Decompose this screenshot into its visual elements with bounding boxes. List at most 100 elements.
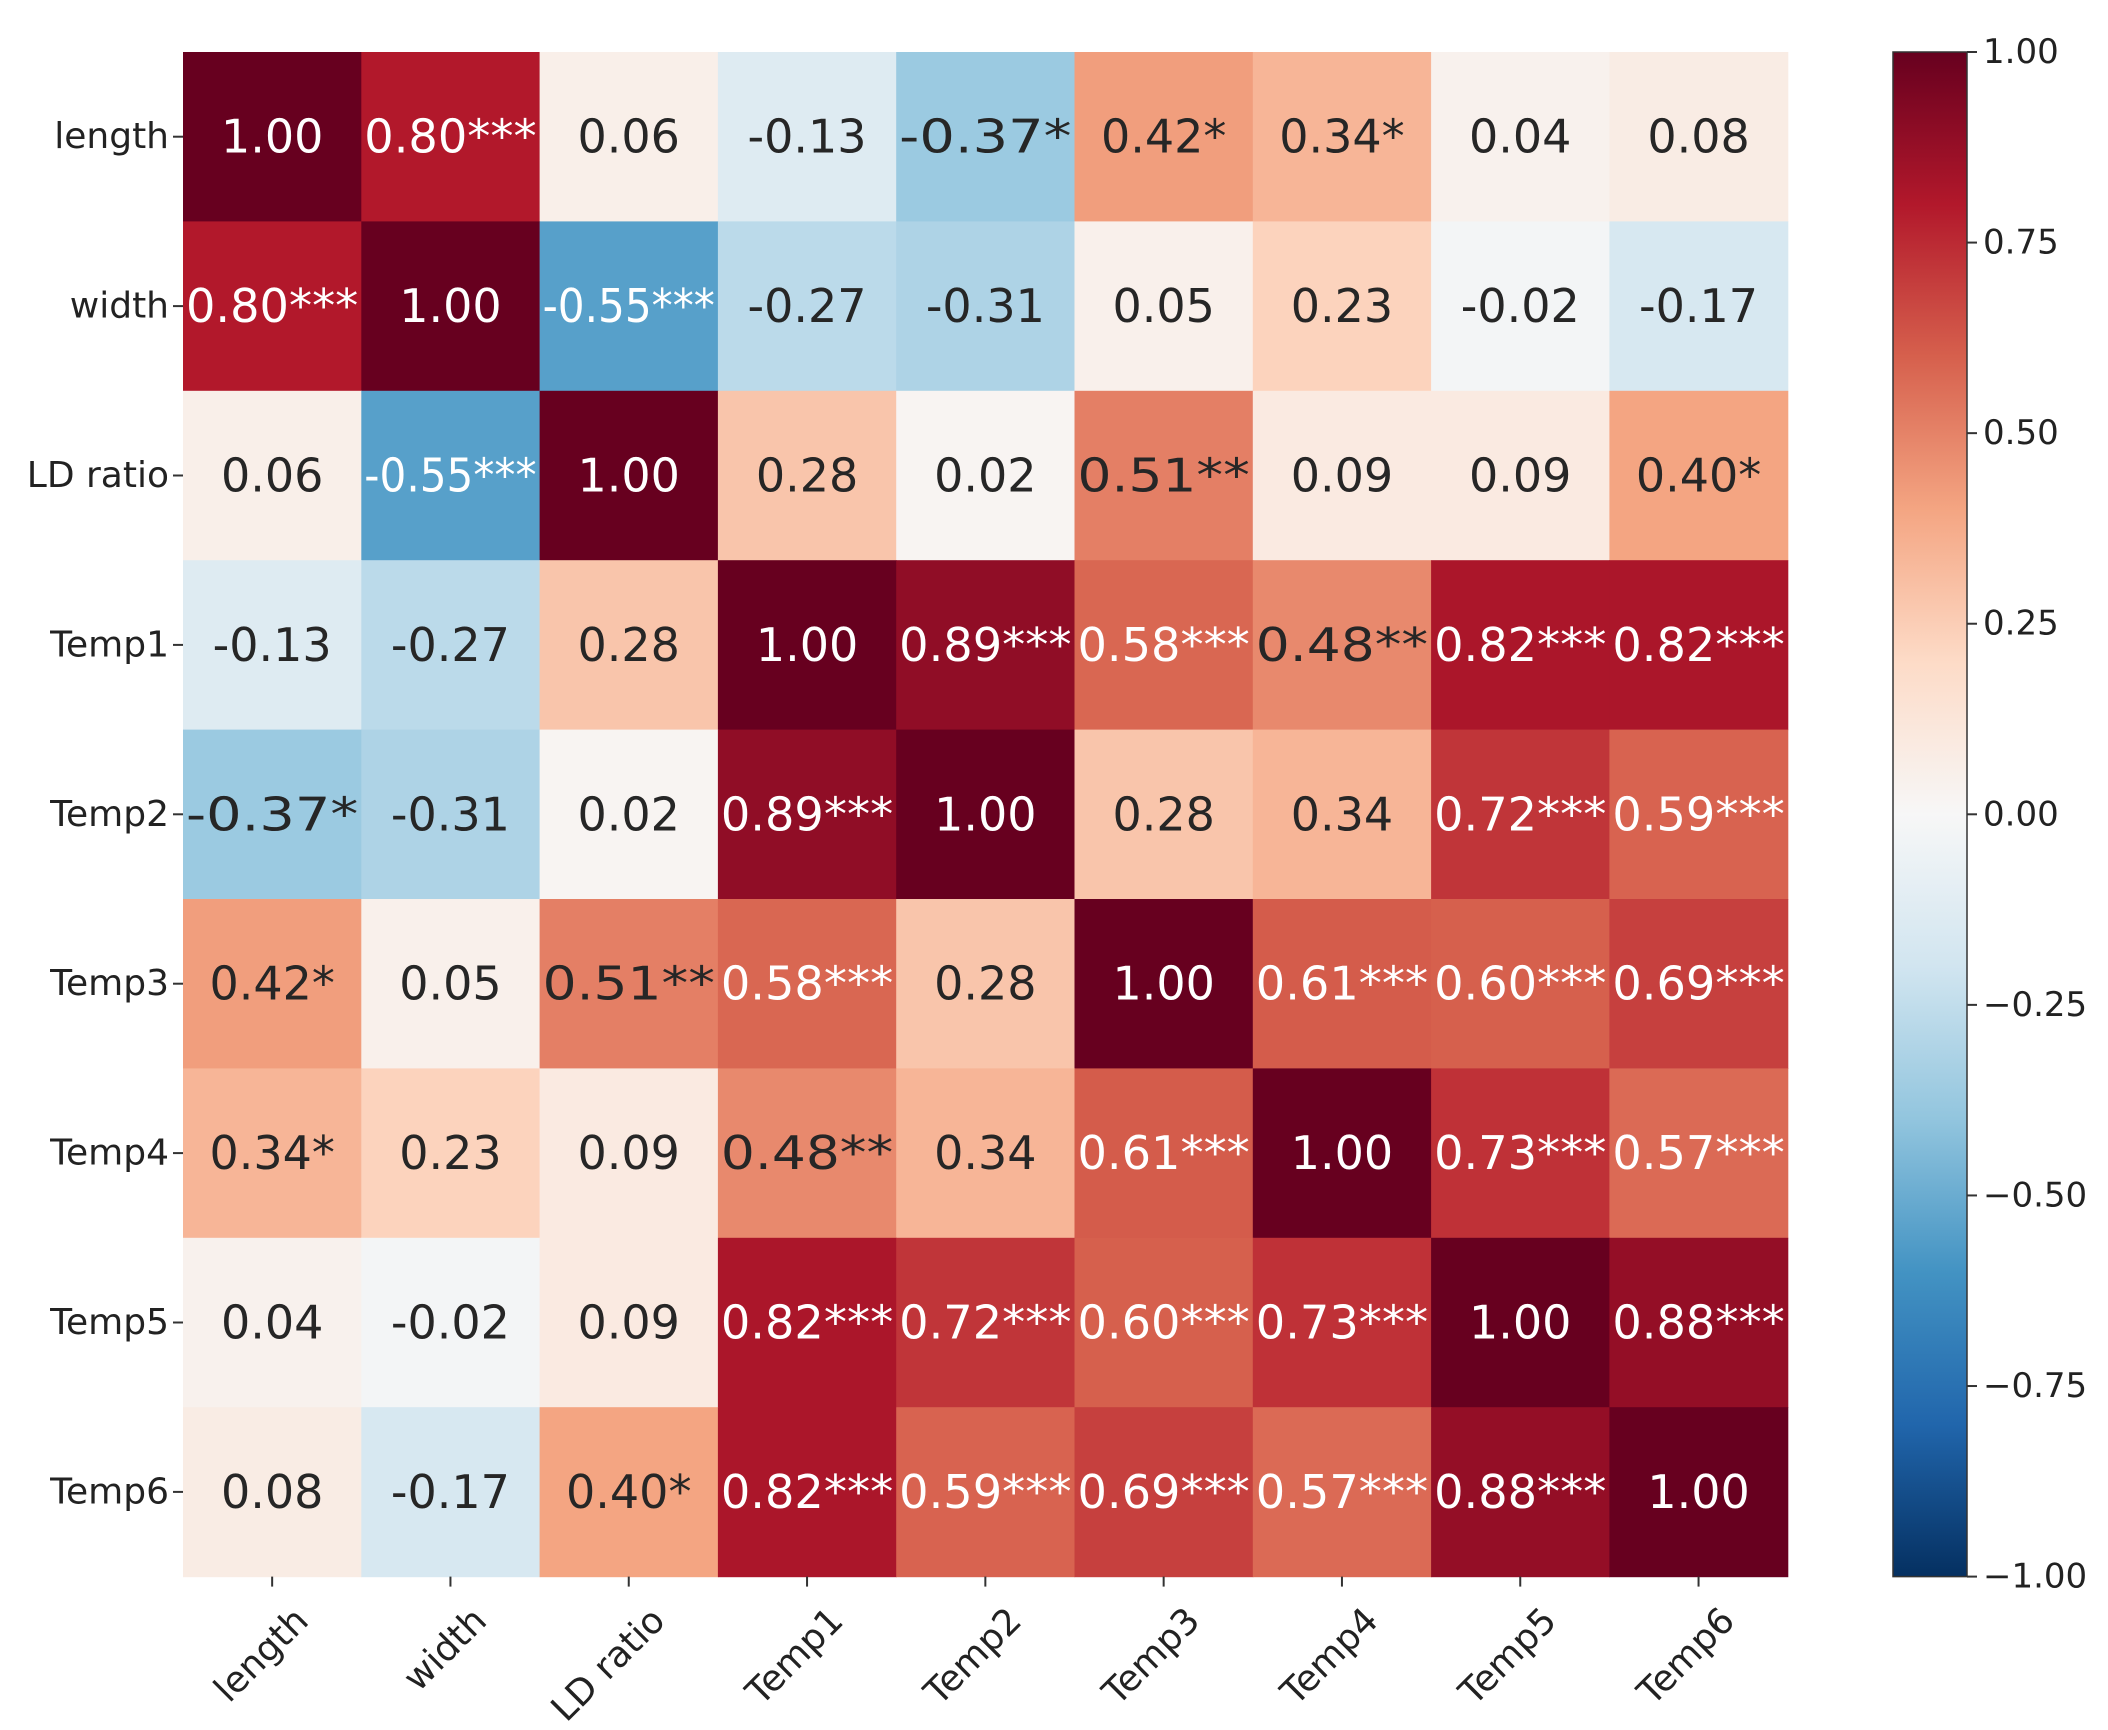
colorbar: 1.00 0.75 0.50 0.25 0.00 −0.25 −0.50 −0.75 −1.00 [1892, 32, 2087, 1597]
heatmap-cell-label-r1-c4: -0.31 [926, 279, 1045, 333]
heatmap-cell-label-r4-c5: 0.28 [1112, 787, 1214, 841]
heatmap-cell-label-r8-c0: 0.08 [221, 1465, 323, 1519]
colorbar-tick-label: −0.50 [1983, 1175, 2087, 1215]
heatmap-cell-r0-c4 [896, 52, 1076, 222]
x-tick-label: length [206, 1600, 316, 1710]
heatmap-cell-r6-c4 [896, 1068, 1076, 1239]
heatmap-cell-label-r5-c7: 0.60*** [1434, 957, 1606, 1011]
heatmap-cell-r4-c3 [717, 729, 897, 900]
heatmap-cell-label-r1-c2: -0.55*** [543, 279, 715, 333]
x-tick-label: Temp5 [1451, 1600, 1565, 1714]
heatmap-cell-label-r5-c6: 0.61*** [1256, 957, 1428, 1011]
heatmap-cell-r0-c3 [717, 52, 897, 222]
heatmap-cell-r0-c7 [1431, 52, 1610, 222]
colorbar-tick-label: 0.00 [1983, 794, 2059, 834]
heatmap-cell-r8-c4 [896, 1407, 1076, 1578]
colorbar-tick-label: 0.50 [1983, 413, 2059, 453]
heatmap-cell-label-r0-c4: -0.37* [899, 110, 1071, 164]
heatmap-cell-r5-c7 [1431, 899, 1610, 1069]
heatmap-cell-label-r8-c7: 0.88*** [1434, 1465, 1606, 1519]
heatmap-cell-label-r0-c6: 0.34* [1279, 110, 1404, 164]
heatmap-cell-label-r5-c5: 1.00 [1112, 957, 1214, 1011]
heatmap-cell-label-r4-c8: 0.59*** [1612, 787, 1784, 841]
heatmap-cell-r8-c7 [1431, 1407, 1610, 1578]
heatmap-cell-r3-c3 [717, 560, 897, 731]
heatmap-cell-r4-c2 [539, 729, 719, 900]
heatmap-cell-r7-c3 [717, 1237, 897, 1408]
colorbar-tick-label: 0.25 [1983, 604, 2059, 644]
heatmap-cell-r6-c8 [1609, 1068, 1789, 1239]
heatmap-cell-label-r1-c3: -0.27 [748, 279, 867, 333]
heatmap-cell-r8-c2 [539, 1407, 719, 1578]
heatmap-cell-label-r4-c7: 0.72*** [1434, 787, 1606, 841]
heatmap-cell-label-r6-c6: 1.00 [1291, 1126, 1393, 1180]
heatmap-cell-r8-c6 [1252, 1407, 1432, 1578]
heatmap-cell-r4-c1 [361, 729, 541, 900]
heatmap-cell-label-r5-c3: 0.58*** [721, 957, 893, 1011]
heatmap-cell-r7-c7 [1431, 1237, 1610, 1408]
heatmap-cell-r3-c1 [361, 560, 541, 731]
heatmap-cell-r3-c0 [183, 560, 362, 731]
x-tick-label: LD ratio [544, 1600, 674, 1730]
heatmap-cell-r7-c5 [1074, 1237, 1254, 1408]
heatmap-cell-label-r3-c3: 1.00 [756, 618, 858, 672]
heatmap-cell-label-r7-c7: 1.00 [1469, 1296, 1571, 1350]
heatmap-annotations: 1.00 0.80*** 0.06 -0.13 -0.37* 0.42* 0.34* 0.04… [186, 110, 1785, 1519]
heatmap-cell-label-r7-c4: 0.72*** [899, 1296, 1071, 1350]
heatmap-cell-r0-c1 [361, 52, 541, 222]
x-tick-label: Temp2 [916, 1600, 1030, 1714]
heatmap-cell-label-r1-c0: 0.80*** [186, 279, 358, 333]
heatmap-cell-label-r6-c3: 0.48** [721, 1126, 893, 1180]
heatmap-cell-label-r8-c1: -0.17 [391, 1465, 510, 1519]
x-axis: length width LD ratio Temp1 Temp2 Temp3 Temp4 T… [206, 1576, 1743, 1730]
heatmap-cell-label-r6-c4: 0.34 [934, 1126, 1036, 1180]
heatmap-cell-label-r0-c5: 0.42* [1101, 110, 1226, 164]
heatmap-cell-r0-c0 [183, 52, 362, 222]
heatmap-cell-r0-c5 [1074, 52, 1254, 222]
heatmap-cell-r5-c6 [1252, 899, 1432, 1069]
heatmap-cell-r4-c6 [1252, 729, 1432, 900]
y-tick-label: Temp4 [49, 1133, 169, 1174]
heatmap-cell-r1-c5 [1074, 221, 1254, 392]
heatmap-cell-label-r1-c8: -0.17 [1639, 279, 1758, 333]
heatmap-cell-r7-c2 [539, 1237, 719, 1408]
heatmap-cell-label-r3-c6: 0.48** [1256, 618, 1428, 672]
heatmap-cell-label-r7-c2: 0.09 [578, 1296, 680, 1350]
heatmap-cell-r2-c1 [361, 390, 541, 561]
heatmap-cell-r2-c0 [183, 390, 362, 561]
heatmap-cell-label-r3-c1: -0.27 [391, 618, 510, 672]
heatmap-cell-label-r4-c1: -0.31 [391, 787, 510, 841]
heatmap-cell-label-r2-c6: 0.09 [1291, 449, 1393, 503]
heatmap-cell-r0-c2 [539, 52, 719, 222]
heatmap-cell-r4-c0 [183, 729, 362, 900]
heatmap-cell-label-r8-c8: 1.00 [1647, 1465, 1749, 1519]
heatmap-cell-r4-c7 [1431, 729, 1610, 900]
heatmap-cell-r3-c2 [539, 560, 719, 731]
heatmap-cell-r4-c4 [896, 729, 1076, 900]
heatmap-cell-label-r4-c0: -0.37* [186, 787, 358, 841]
heatmap-cell-r6-c0 [183, 1068, 362, 1239]
heatmap-cell-label-r4-c4: 1.00 [934, 787, 1036, 841]
heatmap-cell-label-r7-c3: 0.82*** [721, 1296, 893, 1350]
colorbar-tick-label: 1.00 [1983, 32, 2059, 72]
heatmap-cell-r3-c8 [1609, 560, 1789, 731]
y-tick-label: Temp3 [49, 963, 169, 1004]
heatmap-cell-r2-c3 [717, 390, 897, 561]
heatmap-cell-r7-c6 [1252, 1237, 1432, 1408]
heatmap-cell-r1-c2 [539, 221, 719, 392]
heatmap-cell-label-r1-c6: 0.23 [1291, 279, 1393, 333]
heatmap-cell-label-r5-c1: 0.05 [399, 957, 501, 1011]
heatmap-cell-label-r7-c1: -0.02 [391, 1296, 510, 1350]
heatmap-cell-label-r5-c2: 0.51** [543, 957, 715, 1011]
heatmap-cell-label-r6-c2: 0.09 [578, 1126, 680, 1180]
x-tick-label: Temp6 [1629, 1600, 1743, 1714]
heatmap-cell-label-r2-c7: 0.09 [1469, 449, 1571, 503]
heatmap-cell-label-r4-c2: 0.02 [578, 787, 680, 841]
y-tick-label: Temp2 [49, 794, 169, 835]
heatmap-cell-label-r2-c4: 0.02 [934, 449, 1036, 503]
heatmap-cell-r2-c8 [1609, 390, 1789, 561]
heatmap-cell-label-r5-c4: 0.28 [934, 957, 1036, 1011]
x-tick-label: width [396, 1600, 495, 1699]
heatmap-cell-label-r2-c3: 0.28 [756, 449, 858, 503]
heatmap-cell-r0-c6 [1252, 52, 1432, 222]
